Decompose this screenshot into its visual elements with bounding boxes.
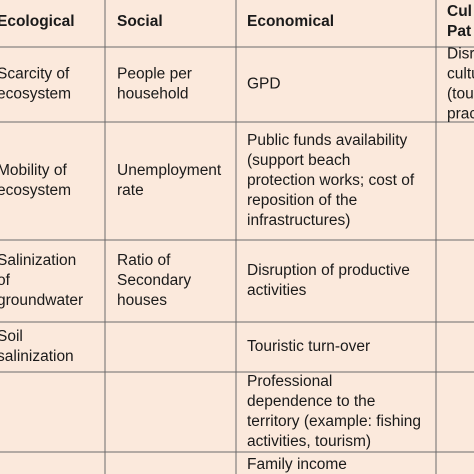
cell-text: Soil xyxy=(0,328,23,345)
cell-text: Salinization xyxy=(0,252,76,269)
cell-text: activities xyxy=(247,282,307,299)
cell-text: rate xyxy=(117,182,144,199)
cell-text: Disr xyxy=(447,46,474,63)
cell-text: Ratio of xyxy=(117,252,171,269)
header-text: Social xyxy=(117,13,163,30)
cell-text: Public funds availability xyxy=(247,132,408,149)
header-text: Cul xyxy=(447,3,472,20)
cell-text: (tou xyxy=(447,86,474,103)
header-text: Ecological xyxy=(0,13,75,30)
cell-text: household xyxy=(117,86,189,103)
cell-text: territory (example: fishing xyxy=(247,413,421,430)
cell-text: ecosystem xyxy=(0,182,71,199)
cell-text: Mobility of xyxy=(0,162,67,179)
cell-text: protection works; cost of xyxy=(247,172,415,189)
cell-text: Family income xyxy=(247,456,347,473)
cell-text: (support beach xyxy=(247,152,350,169)
cell-text: Unemployment xyxy=(117,162,222,179)
cell-text: Touristic turn-over xyxy=(247,338,370,355)
cell-text: activities, tourism) xyxy=(247,433,371,450)
cell-text: houses xyxy=(117,292,167,309)
cell-text: of xyxy=(0,272,11,289)
cell-text: People per xyxy=(117,66,192,83)
cell-text: Disruption of productive xyxy=(247,262,410,279)
cell-text: cultu xyxy=(447,66,474,83)
cell-text: reposition of the xyxy=(247,192,357,209)
cell-text: prac xyxy=(447,106,474,123)
header-text: Economical xyxy=(247,13,334,30)
cell-text: Professional xyxy=(247,373,332,390)
cell-text: dependence to the xyxy=(247,393,375,410)
header-text: Pat xyxy=(447,23,471,40)
cell-text: salinization xyxy=(0,348,74,365)
cell-text: GPD xyxy=(247,76,281,93)
cell-text: infrastructures) xyxy=(247,212,350,229)
cell-text: groundwater xyxy=(0,292,83,309)
cell-text: ecosystem xyxy=(0,86,71,103)
cell-text: Secondary xyxy=(117,272,191,289)
cell-text: Scarcity of xyxy=(0,66,70,83)
